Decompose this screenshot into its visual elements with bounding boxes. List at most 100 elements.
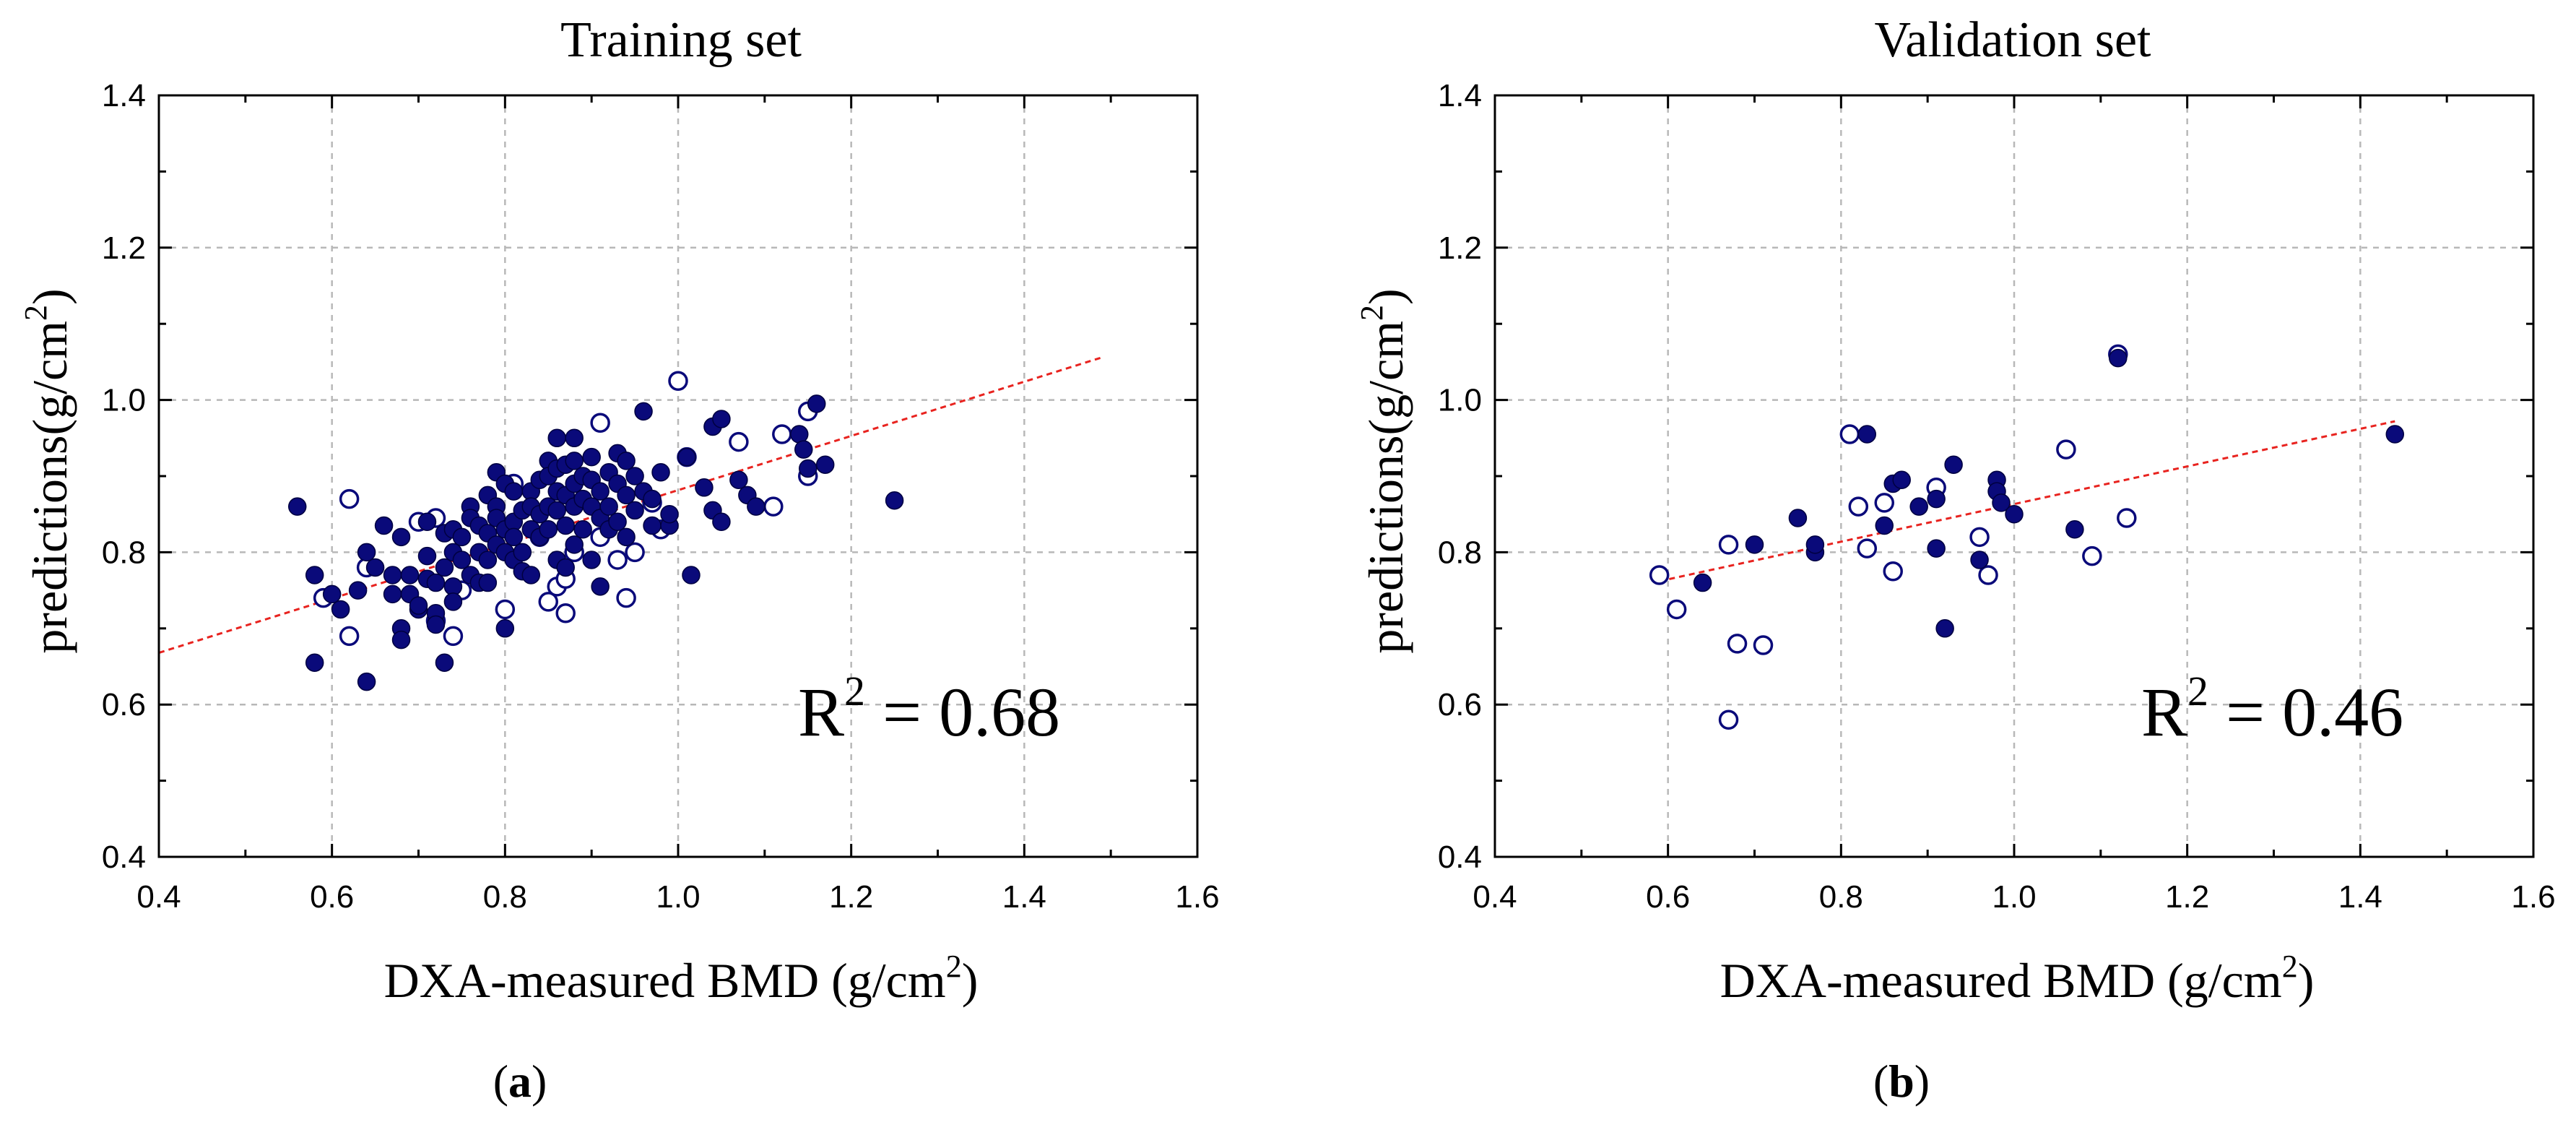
data-point-filled: [435, 653, 454, 672]
data-point-open: [590, 413, 610, 433]
panel-a-y-axis-label: predictions(g/cm2): [18, 288, 77, 653]
panel-a-points: [287, 371, 904, 691]
panel-a: Training set 0.4 0.6 0.8 1.0 1.2 1.4 1.6 0.4 0.6…: [18, 12, 1220, 1107]
data-point-filled: [2065, 520, 2084, 539]
data-point-filled: [747, 497, 766, 516]
panel-b-y-axis-label: predictions(g/cm2): [1354, 288, 1413, 653]
data-point-filled: [513, 543, 532, 562]
x-tick-label: 1.2: [829, 879, 873, 915]
data-point-open: [2056, 439, 2076, 459]
data-point-open: [1883, 561, 1903, 582]
panel-a-caption: (a): [493, 1056, 547, 1107]
x-tick-label: 0.8: [1819, 879, 1863, 915]
data-point-open: [1753, 635, 1774, 655]
data-point-filled: [478, 551, 498, 569]
panel-b-points: [1649, 344, 2405, 730]
y-tick-label: 0.6: [1438, 687, 1482, 722]
data-point-filled: [695, 478, 714, 497]
data-point-filled: [521, 566, 541, 584]
x-tick-label: 0.6: [1646, 879, 1690, 915]
fit-line: [1659, 420, 2395, 582]
data-point-filled: [2385, 425, 2405, 444]
panel-a-title: Training set: [560, 12, 802, 68]
data-point-filled: [287, 497, 307, 516]
data-point-filled: [582, 447, 601, 467]
y-tick-label: 1.2: [102, 230, 146, 266]
data-point-filled: [1935, 619, 1954, 638]
data-point-open: [1857, 538, 1878, 558]
data-point-filled: [660, 504, 679, 524]
x-tick-label: 0.6: [310, 879, 354, 915]
data-point-filled: [634, 402, 653, 421]
data-point-open: [668, 371, 688, 391]
panel-b-fit-line-group: [1659, 420, 2395, 582]
data-point-filled: [305, 653, 324, 672]
data-point-filled: [651, 462, 670, 482]
data-point-filled: [547, 501, 566, 520]
data-point-open: [538, 592, 558, 612]
data-point-filled: [365, 558, 385, 577]
data-point-filled: [383, 584, 402, 604]
data-point-filled: [504, 527, 524, 547]
data-point-filled: [599, 497, 618, 516]
data-point-filled: [1693, 573, 1712, 592]
data-point-filled: [591, 577, 610, 596]
data-point-filled: [677, 447, 696, 467]
panel-b-caption: (b): [1873, 1056, 1930, 1107]
data-point-filled: [556, 516, 575, 535]
data-point-filled: [400, 566, 420, 584]
data-point-filled: [1970, 551, 1989, 569]
data-point-filled: [383, 566, 402, 584]
data-point-filled: [794, 440, 813, 459]
data-point-filled: [357, 543, 376, 562]
data-point-filled: [1909, 497, 1928, 516]
x-tick-label: 1.0: [656, 879, 700, 915]
data-point-filled: [426, 615, 446, 634]
data-point-filled: [556, 558, 575, 577]
data-point-open: [1848, 496, 1869, 517]
data-point-filled: [573, 520, 592, 539]
x-tick-label: 1.2: [2165, 879, 2209, 915]
y-tick-label: 1.2: [1438, 230, 1482, 266]
data-point-filled: [582, 551, 601, 569]
data-point-filled: [1944, 455, 1963, 474]
data-point-filled: [643, 516, 662, 535]
panel-b-r-squared: R2 = 0.46: [2141, 668, 2403, 751]
x-tick-label: 1.4: [2338, 879, 2382, 915]
data-point-filled: [712, 512, 731, 531]
data-point-filled: [799, 459, 818, 478]
data-point-filled: [682, 566, 701, 584]
y-tick-label: 0.4: [1438, 840, 1482, 875]
panel-a-x-axis-label: DXA-measured BMD (g/cm2): [384, 949, 979, 1008]
data-point-open: [339, 626, 360, 647]
data-point-open: [1718, 535, 1739, 555]
x-tick-label: 1.6: [1175, 879, 1219, 915]
data-point-filled: [1857, 425, 1877, 444]
x-tick-label: 1.0: [1992, 879, 2036, 915]
data-point-filled: [617, 527, 636, 547]
data-point-filled: [495, 619, 515, 638]
data-point-filled: [625, 467, 644, 486]
data-point-filled: [539, 520, 558, 539]
panel-a-r-squared: R2 = 0.68: [798, 668, 1060, 751]
data-point-filled: [331, 600, 350, 619]
data-point-filled: [807, 394, 826, 413]
data-point-open: [443, 626, 464, 647]
data-point-filled: [391, 630, 411, 650]
data-point-filled: [452, 551, 472, 569]
data-point-filled: [547, 428, 566, 448]
data-point-filled: [417, 512, 437, 531]
data-point-filled: [1927, 489, 1946, 509]
data-point-filled: [391, 527, 411, 547]
data-point-filled: [643, 489, 662, 509]
data-point-open: [1649, 565, 1670, 585]
data-point-filled: [885, 491, 904, 510]
data-point-filled: [504, 482, 524, 501]
x-tick-label: 0.4: [136, 879, 181, 915]
data-point-filled: [712, 410, 731, 428]
data-point-open: [1969, 527, 1990, 548]
panel-b: Validation set 0.4 0.6 0.8 1.0 1.2 1.4 1.60.40…: [1354, 12, 2556, 1107]
data-point-open: [495, 599, 516, 620]
data-point-filled: [1788, 509, 1808, 527]
data-point-filled: [1805, 535, 1825, 554]
